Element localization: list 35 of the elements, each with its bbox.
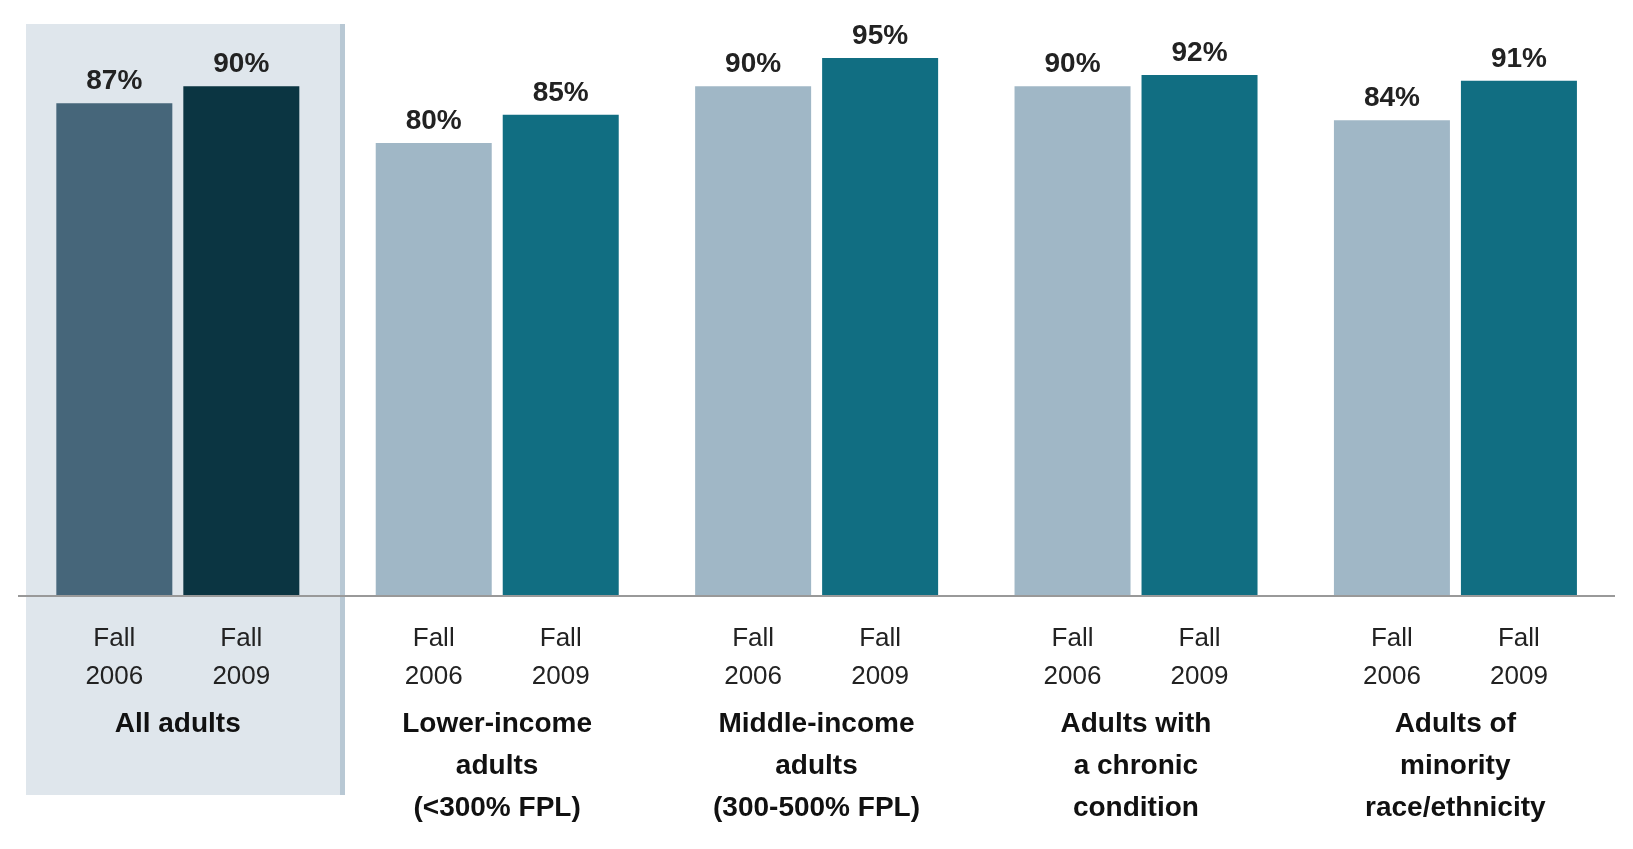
data-label: 95% [852,19,909,50]
bar [1333,120,1450,596]
data-label: 92% [1171,35,1228,67]
x-tick-label: All adults [114,707,241,738]
bar [1141,74,1258,596]
data-label: 84% [1363,81,1421,113]
text: Fall 2009 [531,622,590,690]
x-tick-label: Middle-income adults (300-500% FPL) [713,707,920,822]
bar [183,86,300,596]
bar [822,58,939,596]
text: Fall 2006 [404,622,463,690]
text: Fall 2009 [1170,622,1229,690]
series-label: Fall 2009 [212,622,271,690]
data-label: 87% [86,64,143,96]
bar [695,86,812,596]
x-tick-label: Adults of minority race/ethnicity [1365,707,1546,822]
bar [502,114,619,596]
text: Fall 2006 [724,622,783,690]
data-label: 91% [1490,41,1548,73]
bar [1460,80,1577,596]
text: Fall 2009 [851,622,910,690]
data-label: 90% [1044,47,1101,79]
data-label: 80% [405,103,462,135]
x-tick-label: Adults with a chronic condition [1060,707,1212,822]
x-tick-label: Lower-income adults (<300% FPL) [402,707,593,822]
data-label: 85% [532,75,589,107]
text: Fall 2006 [1043,622,1102,690]
series-label: Fall 2006 [85,622,144,690]
bar [375,142,492,596]
bar [1014,86,1131,596]
text: Fall 2009 [1490,622,1548,690]
bar [56,103,173,596]
text: Fall 2006 [1363,622,1421,690]
data-label: 90% [725,47,782,79]
data-label: 90% [213,47,270,79]
